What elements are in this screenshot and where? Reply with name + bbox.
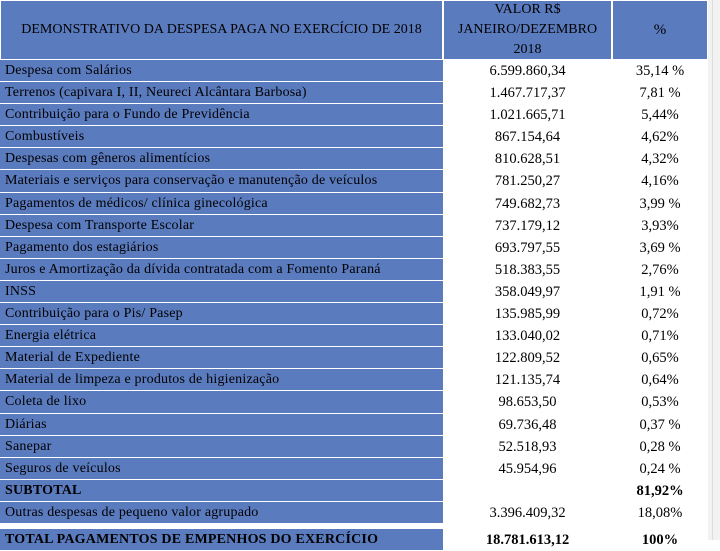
cell-description: Material de limpeza e produtos de higien…: [0, 369, 443, 392]
cell-description: Coleta de lixo: [0, 391, 443, 414]
cell-percent: 0,53%: [612, 391, 708, 414]
others-row: Outras despesas de pequeno valor agrupad…: [0, 501, 708, 524]
cell-description: Pagamentos de médicos/ clínica ginecológ…: [0, 192, 443, 215]
cell-description: Materiais e serviços para conservação e …: [0, 170, 443, 193]
cell-value: 6.599.860,34: [443, 60, 612, 83]
cell-percent: 4,32%: [612, 148, 708, 171]
table-row: Material de limpeza e produtos de higien…: [0, 369, 708, 392]
cell-percent: 5,44%: [612, 104, 708, 127]
table-row: Coleta de lixo 98.653,50 0,53%: [0, 391, 708, 414]
cell-description: Despesa com Transporte Escolar: [0, 214, 443, 237]
table-row: Contribuição para o Fundo de Previdência…: [0, 104, 708, 127]
cell-description: Energia elétrica: [0, 325, 443, 348]
cell-percent: 4,16%: [612, 170, 708, 193]
table-row: Despesa com Transporte Escolar 737.179,12…: [0, 214, 708, 237]
cell-percent: 1,91 %: [612, 280, 708, 304]
total-percent: 100%: [612, 529, 708, 551]
cell-description: Sanepar: [0, 435, 443, 458]
cell-description: Material de Expediente: [0, 347, 443, 370]
cell-value: 1.021.665,71: [443, 104, 612, 127]
cell-percent: 3,99 %: [612, 192, 708, 215]
cell-description: Contribuição para o Fundo de Previdência: [0, 104, 443, 127]
cell-description: Juros e Amortização da dívida contratada…: [0, 258, 443, 281]
subtotal-row: SUBTOTAL 81,92%: [0, 479, 708, 502]
table-row: Pagamentos de médicos/ clínica ginecológ…: [0, 192, 708, 215]
table-row: Diárias 69.736,48 0,37 %: [0, 413, 708, 436]
cell-value: [443, 479, 612, 502]
cell-value: 3.396.409,32: [443, 501, 612, 524]
cell-value: 135.985,99: [443, 303, 612, 326]
cell-percent: 18,08%: [612, 501, 708, 524]
table-row: Energia elétrica 133.040,02 0,71%: [0, 325, 708, 348]
page-edge: [708, 0, 720, 540]
cell-description: Combustíveis: [0, 126, 443, 149]
table-row: Material de Expediente 122.809,52 0,65%: [0, 347, 708, 370]
cell-percent: 0,65%: [612, 347, 708, 370]
header-description: DEMONSTRATIVO DA DESPESA PAGA NO EXERCÍC…: [0, 0, 443, 60]
cell-value: 122.809,52: [443, 347, 612, 370]
cell-value: 867.154,64: [443, 126, 612, 149]
cell-description: Seguros de veículos: [0, 457, 443, 480]
cell-value: 781.250,27: [443, 170, 612, 193]
header-value: VALOR R$ JANEIRO/DEZEMBRO 2018: [443, 0, 612, 60]
table-row: Seguros de veículos 45.954,96 0,24 %: [0, 457, 708, 480]
cell-value: 693.797,55: [443, 236, 612, 259]
cell-value: 98.653,50: [443, 391, 612, 414]
cell-value: 133.040,02: [443, 325, 612, 348]
cell-percent: 2,76%: [612, 258, 708, 281]
cell-description: SUBTOTAL: [0, 479, 443, 502]
table-row: Sanepar 52.518,93 0,28 %: [0, 435, 708, 458]
cell-value: 45.954,96: [443, 457, 612, 480]
table-row: INSS 358.049,97 1,91 %: [0, 280, 708, 304]
cell-value: 749.682,73: [443, 192, 612, 215]
table-row: Materiais e serviços para conservação e …: [0, 170, 708, 193]
cell-percent: 0,37 %: [612, 413, 708, 436]
cell-description: Despesa com Salários: [0, 60, 443, 83]
cell-value: 810.628,51: [443, 148, 612, 171]
cell-description: Terrenos (capivara I, II, Neureci Alcânt…: [0, 82, 443, 105]
cell-value: 52.518,93: [443, 435, 612, 458]
cell-percent: 3,93%: [612, 214, 708, 237]
total-row: TOTAL PAGAMENTOS DE EMPENHOS DO EXERCÍCI…: [0, 529, 708, 551]
cell-description: Despesas com gêneros alimentícios: [0, 148, 443, 171]
cell-percent: 7,81 %: [612, 82, 708, 105]
cell-description: INSS: [0, 280, 443, 304]
cell-value: 358.049,97: [443, 280, 612, 304]
cell-percent: 0,64%: [612, 369, 708, 392]
cell-percent: 35,14 %: [612, 60, 708, 83]
cell-percent: 3,69 %: [612, 236, 708, 259]
table-row: Contribuição para o Pis/ Pasep 135.985,99…: [0, 303, 708, 326]
table-body: Despesa com Salários 6.599.860,34 35,14 % T…: [0, 60, 708, 524]
cell-percent: 0,71%: [612, 325, 708, 348]
table-row: Despesa com Salários 6.599.860,34 35,14 %: [0, 60, 708, 83]
total-description: TOTAL PAGAMENTOS DE EMPENHOS DO EXERCÍCI…: [0, 529, 443, 551]
cell-value: 1.467.717,37: [443, 82, 612, 105]
page-edge-line: [712, 0, 713, 540]
table-row: Combustíveis 867.154,64 4,62%: [0, 126, 708, 149]
table-row: Pagamento dos estagiários 693.797,55 3,69 …: [0, 236, 708, 259]
cell-percent: 81,92%: [612, 479, 708, 502]
header-percent: %: [612, 0, 708, 60]
cell-description: Diárias: [0, 413, 443, 436]
cell-percent: 0,72%: [612, 303, 708, 326]
cell-percent: 0,28 %: [612, 435, 708, 458]
total-value: 18.781.613,12: [443, 529, 612, 551]
cell-value: 518.383,55: [443, 258, 612, 281]
cell-description: Outras despesas de pequeno valor agrupad…: [0, 501, 443, 524]
cell-value: 69.736,48: [443, 413, 612, 436]
table-row: Despesas com gêneros alimentícios 810.628…: [0, 148, 708, 171]
cell-value: 737.179,12: [443, 214, 612, 237]
cell-percent: 4,62%: [612, 126, 708, 149]
cell-value: 121.135,74: [443, 369, 612, 392]
cell-description: Pagamento dos estagiários: [0, 236, 443, 259]
table-row: Terrenos (capivara I, II, Neureci Alcânt…: [0, 82, 708, 105]
cell-percent: 0,24 %: [612, 457, 708, 480]
table-row: Juros e Amortização da dívida contratada…: [0, 258, 708, 281]
cell-description: Contribuição para o Pis/ Pasep: [0, 303, 443, 326]
